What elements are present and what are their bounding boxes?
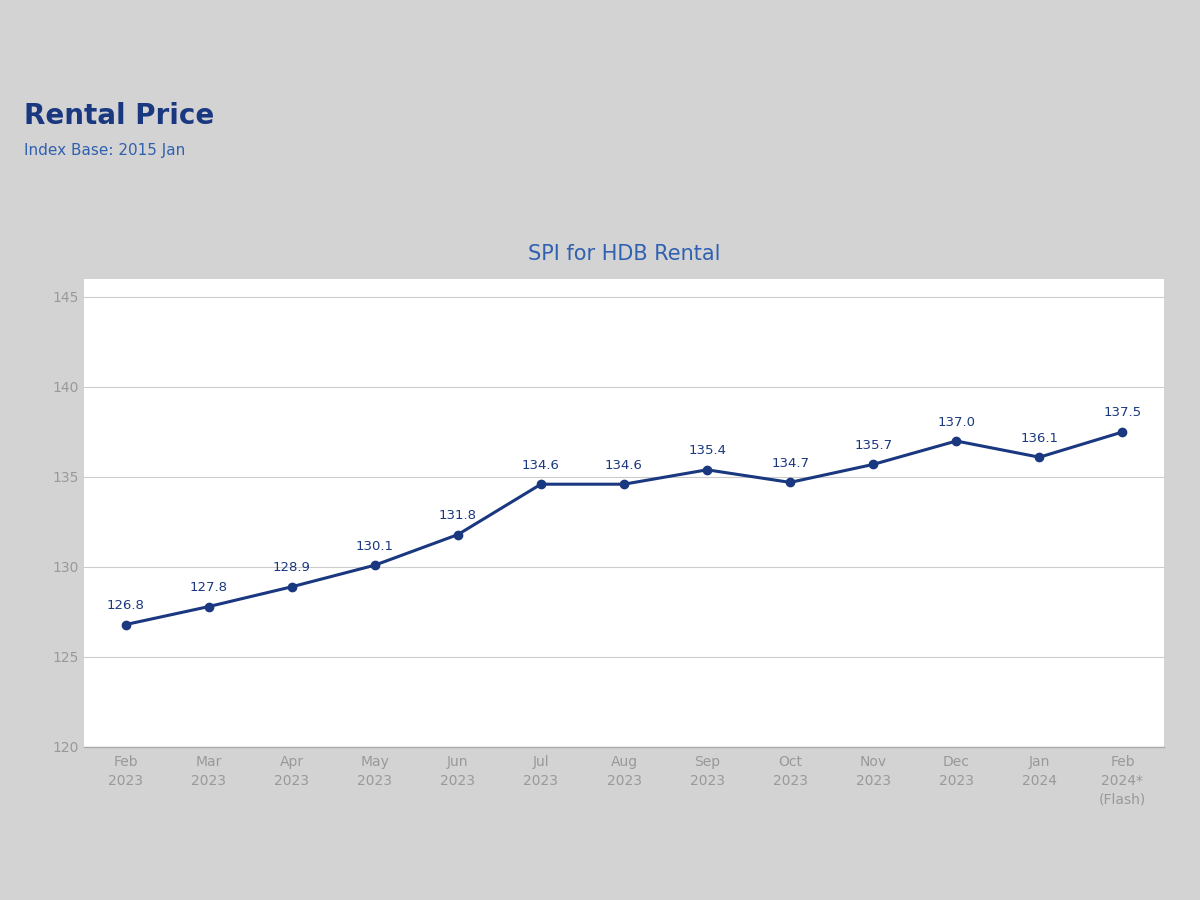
- Text: 134.6: 134.6: [522, 459, 560, 472]
- Text: 135.7: 135.7: [854, 439, 893, 452]
- Text: Rental Price: Rental Price: [24, 103, 215, 130]
- Text: 135.4: 135.4: [688, 445, 726, 457]
- Title: SPI for HDB Rental: SPI for HDB Rental: [528, 244, 720, 264]
- Text: 134.6: 134.6: [605, 459, 643, 472]
- Text: 126.8: 126.8: [107, 599, 144, 612]
- Text: 128.9: 128.9: [272, 562, 311, 574]
- Text: 137.0: 137.0: [937, 416, 976, 428]
- Text: 130.1: 130.1: [355, 540, 394, 553]
- Text: 134.7: 134.7: [772, 457, 809, 470]
- Text: 127.8: 127.8: [190, 581, 228, 594]
- Text: 137.5: 137.5: [1103, 407, 1141, 419]
- Text: Index Base: 2015 Jan: Index Base: 2015 Jan: [24, 142, 185, 157]
- Text: 136.1: 136.1: [1020, 432, 1058, 445]
- Text: 131.8: 131.8: [439, 509, 476, 522]
